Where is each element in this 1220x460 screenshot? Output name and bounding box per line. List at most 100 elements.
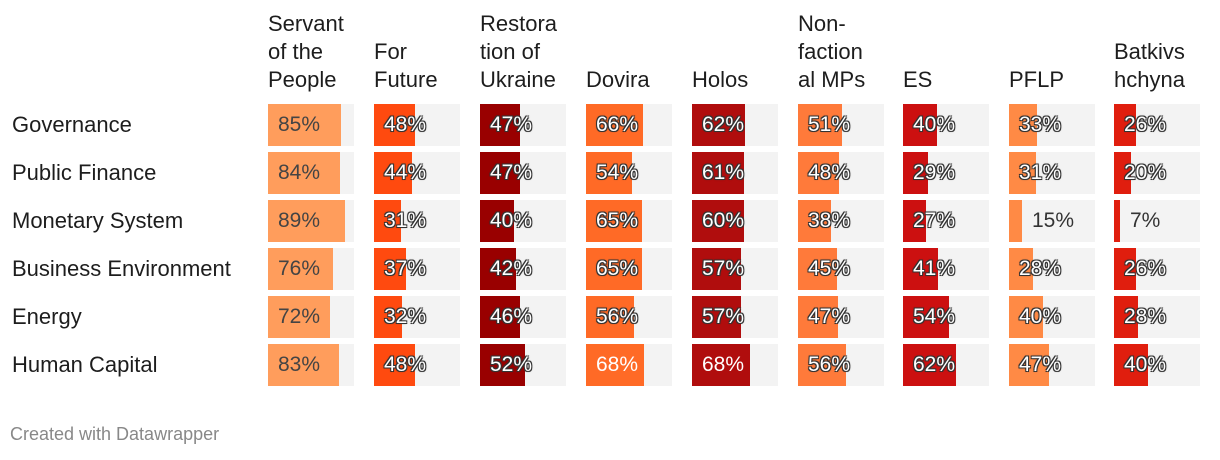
value-label: 26% [1124, 113, 1167, 136]
row-label: Energy [12, 304, 82, 329]
bar [480, 200, 514, 242]
table-cell: 48% [374, 104, 460, 146]
value-label: 65% [596, 257, 639, 280]
table-cell: 65% [586, 200, 672, 242]
table-cell: 7% [1114, 200, 1200, 242]
column-header: Dovira [586, 10, 686, 94]
table-cell: 29% [903, 152, 989, 194]
table-cell: 65% [586, 248, 672, 290]
bar [268, 152, 340, 194]
table-cell: 57% [692, 296, 778, 338]
bar [692, 296, 741, 338]
column-header-line: People [268, 67, 337, 92]
bar [692, 104, 745, 146]
column-header-line: tion of [480, 39, 540, 64]
column-header-line: Holos [692, 67, 749, 92]
bar [692, 344, 750, 386]
table-cell: 47% [798, 296, 884, 338]
table-cell: 20% [1114, 152, 1200, 194]
table-cell: 51% [798, 104, 884, 146]
table-cell: 27% [903, 200, 989, 242]
row-label: Business Environment [12, 256, 231, 281]
bar [903, 104, 937, 146]
bar [586, 296, 634, 338]
bar [586, 200, 642, 242]
value-label: 45% [808, 257, 851, 280]
value-label: 31% [384, 209, 427, 232]
value-label: 89% [278, 209, 321, 232]
bar [480, 296, 520, 338]
value-label: 47% [490, 161, 533, 184]
value-label: 38% [808, 209, 851, 232]
value-label: 48% [384, 353, 427, 376]
table-cell: 40% [1009, 296, 1095, 338]
value-label: 27% [913, 209, 956, 232]
value-label: 42% [490, 257, 533, 280]
bar [374, 104, 415, 146]
bar [586, 248, 642, 290]
table-cell: 52% [480, 344, 566, 386]
bar [586, 344, 644, 386]
bar [586, 104, 643, 146]
row-label: Human Capital [12, 352, 158, 377]
table-cell: 15% [1009, 200, 1095, 242]
bar [692, 200, 744, 242]
table-cell: 56% [798, 344, 884, 386]
bar [1009, 248, 1033, 290]
table-cell: 42% [480, 248, 566, 290]
table-cell: 54% [903, 296, 989, 338]
bar [1114, 200, 1120, 242]
table-cell: 41% [903, 248, 989, 290]
table-cell: 45% [798, 248, 884, 290]
value-label: 83% [278, 353, 321, 376]
value-label: 46% [490, 305, 533, 328]
table-cell: 33% [1009, 104, 1095, 146]
value-label: 61% [702, 161, 745, 184]
table-cell: 68% [692, 344, 778, 386]
bar [903, 200, 926, 242]
table-cell: 56% [586, 296, 672, 338]
table-cell: 28% [1009, 248, 1095, 290]
footer-credit: Created with Datawrapper [10, 424, 220, 444]
table-cell: 37% [374, 248, 460, 290]
column-header-line: Batkivs [1114, 39, 1185, 64]
bar [480, 248, 516, 290]
value-label: 40% [490, 209, 533, 232]
column-header-line: PFLP [1009, 67, 1065, 92]
table-cell: 83% [268, 344, 354, 386]
bar [1009, 344, 1049, 386]
value-label: 68% [596, 353, 639, 376]
value-label: 72% [278, 305, 321, 328]
bar [1114, 296, 1138, 338]
bar [268, 296, 330, 338]
table-cell: 40% [480, 200, 566, 242]
column-header: ES [903, 10, 1003, 94]
value-label: 33% [1019, 113, 1062, 136]
bar [268, 344, 339, 386]
column-header: Batkivs hchyna [1114, 10, 1214, 94]
value-label: 68% [702, 353, 745, 376]
bar [1009, 200, 1022, 242]
column-header: Servant of the People [268, 10, 368, 94]
bar [374, 248, 406, 290]
column-header: Restora tion of Ukraine [480, 10, 580, 94]
column-header-line: Servant [268, 11, 344, 36]
column-header: PFLP [1009, 10, 1109, 94]
value-label: 28% [1019, 257, 1062, 280]
value-label: 37% [384, 257, 427, 280]
value-label: 40% [913, 113, 956, 136]
column-header: For Future [374, 10, 474, 94]
value-label: 76% [278, 257, 321, 280]
value-label: 7% [1130, 209, 1161, 232]
bar [798, 104, 842, 146]
bar [903, 248, 938, 290]
table-cell: 26% [1114, 248, 1200, 290]
value-label: 32% [384, 305, 427, 328]
bar [1009, 296, 1043, 338]
column-header: Holos [692, 10, 792, 94]
table-cell: 28% [1114, 296, 1200, 338]
bar [268, 104, 341, 146]
table-cell: 31% [374, 200, 460, 242]
column-header-line: Restora [480, 11, 558, 36]
